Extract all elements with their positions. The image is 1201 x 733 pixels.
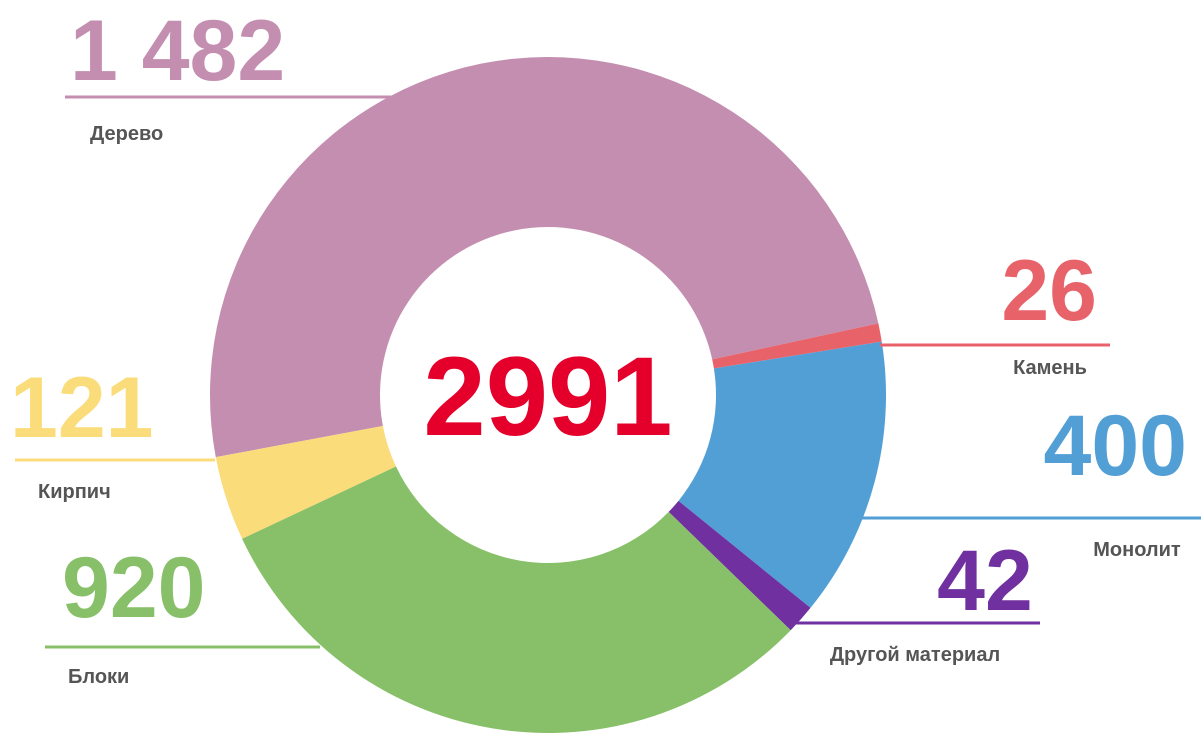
value-label: 42 [937,533,1033,629]
value-label: 920 [62,540,206,636]
category-label: Камень [1013,357,1087,379]
category-label: Блоки [68,666,129,688]
slice [242,466,791,733]
value-label: 400 [1044,398,1188,494]
value-label: 26 [1001,243,1097,339]
category-label: Монолит [1093,539,1181,561]
slice [678,341,886,608]
value-label: 1 482 [70,3,285,99]
value-label: 121 [10,360,154,456]
slice [712,323,882,369]
center-total: 2991 [423,334,672,459]
slice [210,57,879,458]
slice [668,500,811,631]
category-label: Кирпич [38,481,111,503]
category-label: Дерево [90,123,163,145]
donut [210,57,886,733]
slice [215,425,396,539]
category-label: Другой материал [830,644,1000,666]
